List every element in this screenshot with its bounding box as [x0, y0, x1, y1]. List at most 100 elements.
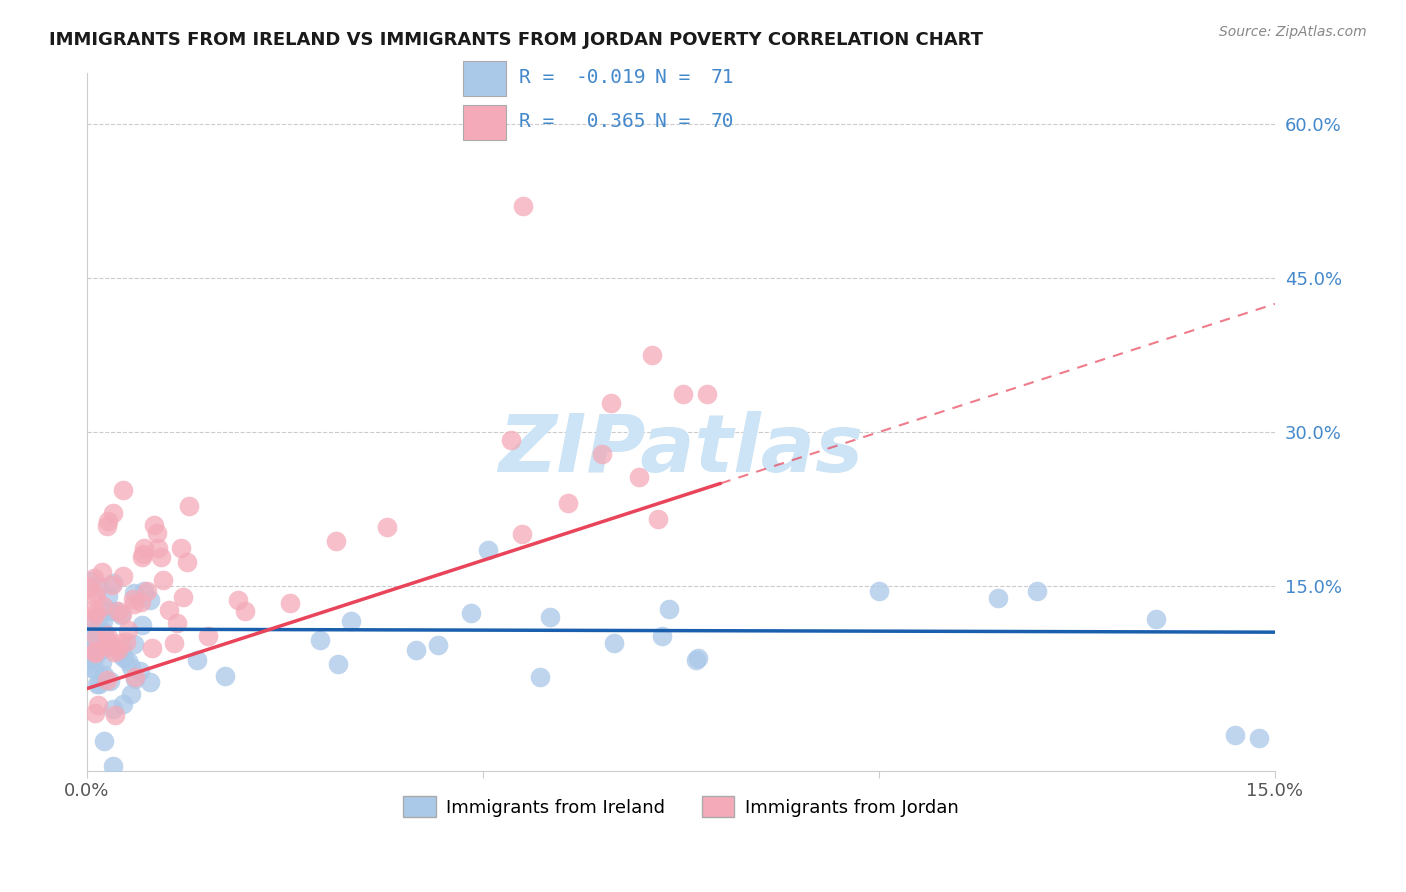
Point [325, 534, 347, 549]
Point [685, 653, 707, 667]
Point [499, 433, 522, 447]
Point [591, 447, 613, 461]
Point [124, 672, 146, 686]
Text: IMMIGRANTS FROM IRELAND VS IMMIGRANTS FROM JORDAN POVERTY CORRELATION CHART: IMMIGRANTS FROM IRELAND VS IMMIGRANTS FR… [49, 31, 983, 49]
Legend: Immigrants from Ireland, Immigrants from Jordan: Immigrants from Ireland, Immigrants from… [396, 789, 966, 824]
Point [600, 396, 623, 410]
Point [233, 603, 256, 617]
Point [98, 640, 121, 654]
Point [1026, 584, 1049, 599]
Text: R =: R = [519, 69, 567, 87]
Point [100, 577, 122, 591]
Text: ZIPatlas: ZIPatlas [498, 410, 863, 489]
Point [278, 597, 301, 611]
Point [120, 687, 142, 701]
Point [112, 651, 135, 665]
Point [134, 583, 156, 598]
Point [103, 758, 125, 772]
Point [97, 514, 120, 528]
Point [82, 603, 104, 617]
Point [84, 630, 107, 644]
Point [114, 635, 136, 649]
Point [557, 496, 579, 510]
Point [98, 674, 121, 689]
Point [603, 636, 626, 650]
Point [97, 589, 120, 603]
Point [129, 665, 152, 679]
Point [91, 637, 114, 651]
Point [671, 387, 693, 401]
Point [510, 527, 533, 541]
Point [132, 548, 155, 562]
Point [686, 651, 709, 665]
Point [124, 670, 146, 684]
Point [91, 565, 114, 579]
Point [134, 541, 156, 555]
Point [117, 624, 139, 638]
Point [76, 644, 98, 658]
FancyBboxPatch shape [463, 105, 506, 140]
Point [97, 634, 120, 648]
Point [122, 592, 145, 607]
Point [93, 640, 115, 654]
Point [139, 674, 162, 689]
Point [83, 661, 105, 675]
Point [90, 643, 112, 657]
Point [129, 595, 152, 609]
Point [112, 483, 135, 498]
Point [82, 611, 104, 625]
Point [162, 635, 184, 649]
Point [122, 586, 145, 600]
Point [93, 668, 115, 682]
Point [84, 643, 107, 657]
Point [136, 583, 159, 598]
Point [131, 549, 153, 564]
Point [84, 646, 107, 660]
Point [104, 708, 127, 723]
Point [641, 348, 664, 362]
Point [339, 615, 361, 629]
Point [131, 617, 153, 632]
Point [152, 573, 174, 587]
Text: Source: ZipAtlas.com: Source: ZipAtlas.com [1219, 25, 1367, 39]
Point [87, 698, 110, 712]
Point [96, 518, 118, 533]
Point [83, 706, 105, 721]
Point [120, 659, 142, 673]
Text: 71: 71 [711, 69, 734, 87]
Point [104, 604, 127, 618]
Point [91, 599, 114, 614]
Point [91, 655, 114, 669]
Point [538, 610, 561, 624]
Point [142, 518, 165, 533]
Point [214, 669, 236, 683]
Text: N =: N = [655, 69, 702, 87]
Point [83, 571, 105, 585]
Point [326, 657, 349, 672]
Point [87, 579, 110, 593]
Point [375, 520, 398, 534]
Point [122, 597, 145, 611]
Point [103, 644, 125, 658]
Point [1144, 612, 1167, 626]
Point [124, 637, 146, 651]
FancyBboxPatch shape [463, 61, 506, 95]
Point [308, 632, 330, 647]
Point [658, 602, 681, 616]
Point [150, 550, 173, 565]
Point [79, 580, 101, 594]
Point [170, 541, 193, 556]
Point [77, 639, 100, 653]
Point [117, 654, 139, 668]
Point [107, 643, 129, 657]
Point [146, 526, 169, 541]
Point [76, 654, 98, 668]
Point [84, 606, 107, 620]
Point [111, 607, 134, 621]
Point [146, 541, 169, 556]
Point [111, 697, 134, 711]
Point [512, 199, 534, 213]
Point [529, 670, 551, 684]
Text: 0.365: 0.365 [575, 112, 645, 131]
Point [696, 386, 718, 401]
